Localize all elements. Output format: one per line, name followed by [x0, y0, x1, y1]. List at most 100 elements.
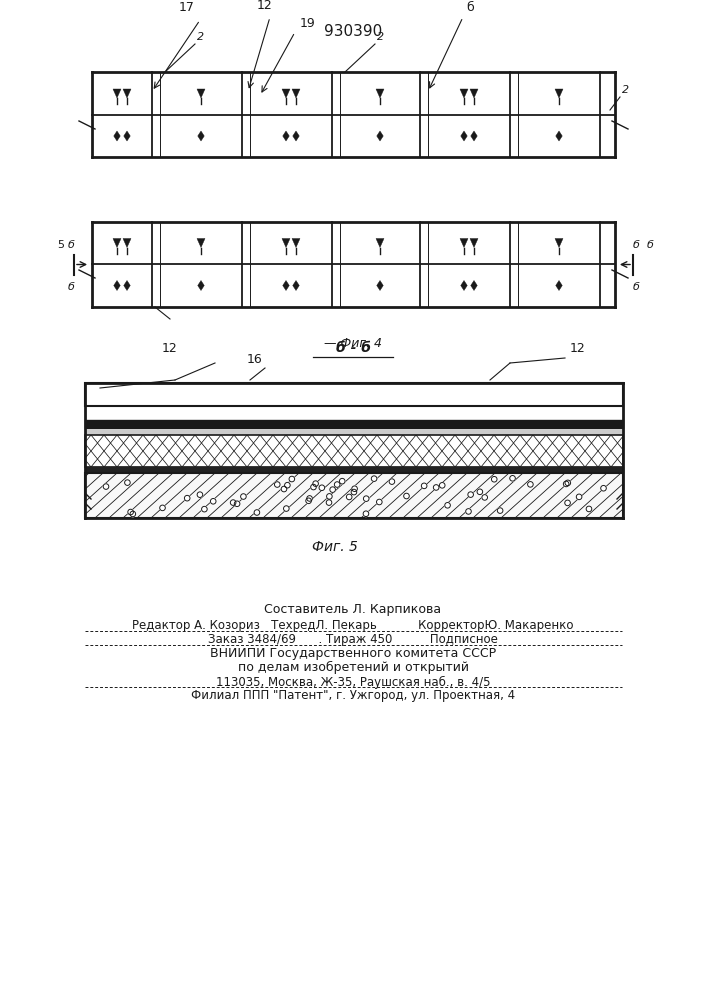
Circle shape	[130, 511, 136, 517]
Circle shape	[445, 503, 450, 508]
Circle shape	[284, 506, 289, 511]
Circle shape	[565, 480, 571, 486]
Polygon shape	[461, 280, 467, 290]
Polygon shape	[470, 238, 478, 247]
Text: 12: 12	[162, 342, 178, 355]
Polygon shape	[377, 131, 383, 141]
Polygon shape	[124, 280, 130, 290]
Polygon shape	[197, 89, 205, 98]
Circle shape	[601, 485, 607, 491]
Polygon shape	[293, 280, 299, 290]
Circle shape	[346, 494, 352, 500]
Circle shape	[377, 499, 382, 505]
Circle shape	[197, 492, 203, 497]
Circle shape	[254, 510, 259, 515]
Circle shape	[527, 482, 533, 487]
Circle shape	[124, 480, 130, 485]
Text: 113035, Москва, Ж-35, Раушская наб., в. 4/5: 113035, Москва, Ж-35, Раушская наб., в. …	[216, 675, 490, 689]
Circle shape	[351, 489, 357, 495]
Text: 5: 5	[57, 240, 64, 250]
Polygon shape	[471, 131, 477, 141]
Circle shape	[230, 500, 236, 505]
Circle shape	[339, 478, 345, 484]
Circle shape	[211, 498, 216, 504]
Text: б: б	[68, 240, 74, 250]
Text: по делам изобретений и открытий: по делам изобретений и открытий	[238, 660, 469, 674]
Polygon shape	[555, 238, 563, 247]
Text: б - б: б - б	[336, 341, 370, 355]
Circle shape	[510, 475, 515, 481]
Polygon shape	[460, 89, 468, 98]
Text: б: б	[633, 240, 639, 250]
Polygon shape	[283, 131, 289, 141]
Circle shape	[240, 494, 246, 499]
Circle shape	[160, 505, 165, 511]
Circle shape	[433, 485, 439, 490]
Polygon shape	[460, 238, 468, 247]
Circle shape	[466, 509, 472, 514]
Polygon shape	[113, 89, 121, 98]
Circle shape	[312, 481, 318, 486]
Circle shape	[327, 494, 332, 499]
Text: Филиал ППП "Патент", г. Ужгород, ул. Проектная, 4: Филиал ППП "Патент", г. Ужгород, ул. Про…	[191, 688, 515, 702]
Text: Редактор А. Козориз   ТехредЛ. Пекарь           КорректорЮ. Макаренко: Редактор А. Козориз ТехредЛ. Пекарь Корр…	[132, 619, 574, 633]
Text: б: б	[633, 282, 639, 292]
Polygon shape	[124, 131, 130, 141]
Bar	[85, 383, 623, 406]
Circle shape	[477, 489, 483, 495]
Text: 2: 2	[622, 85, 629, 95]
Circle shape	[497, 508, 503, 513]
Circle shape	[319, 485, 325, 491]
Polygon shape	[282, 89, 290, 98]
Circle shape	[404, 493, 409, 499]
Polygon shape	[113, 238, 121, 247]
Bar	[85, 435, 623, 467]
Polygon shape	[293, 131, 299, 141]
Circle shape	[371, 476, 377, 481]
Circle shape	[440, 483, 445, 488]
Text: — Фиг. 4: — Фиг. 4	[324, 337, 382, 350]
Circle shape	[565, 500, 571, 506]
Polygon shape	[197, 238, 205, 247]
Polygon shape	[123, 238, 131, 247]
Circle shape	[274, 482, 280, 487]
Circle shape	[586, 506, 592, 512]
Circle shape	[363, 496, 369, 501]
Circle shape	[185, 495, 190, 501]
Text: 19: 19	[300, 17, 316, 30]
Text: 2: 2	[377, 32, 384, 42]
Polygon shape	[198, 280, 204, 290]
Polygon shape	[555, 89, 563, 98]
Circle shape	[285, 482, 290, 488]
Circle shape	[363, 511, 369, 517]
Text: Составитель Л. Карпикова: Составитель Л. Карпикова	[264, 603, 442, 616]
Circle shape	[491, 476, 497, 482]
Circle shape	[307, 496, 312, 501]
Polygon shape	[198, 131, 204, 141]
Bar	[85, 473, 623, 518]
Text: б: б	[466, 1, 474, 14]
Circle shape	[103, 484, 109, 489]
Text: 12: 12	[570, 342, 586, 355]
Polygon shape	[470, 89, 478, 98]
Polygon shape	[283, 280, 289, 290]
Circle shape	[468, 492, 474, 497]
Polygon shape	[114, 280, 120, 290]
Text: 16: 16	[247, 353, 263, 366]
Circle shape	[389, 479, 395, 484]
Circle shape	[306, 498, 311, 504]
Circle shape	[128, 509, 134, 515]
Polygon shape	[282, 238, 290, 247]
Circle shape	[281, 486, 287, 492]
Text: 17: 17	[179, 1, 195, 14]
Polygon shape	[376, 89, 384, 98]
Text: 930390: 930390	[324, 24, 382, 39]
Text: Фиг. 5: Фиг. 5	[312, 540, 358, 554]
Polygon shape	[292, 238, 300, 247]
Circle shape	[576, 494, 582, 500]
Circle shape	[334, 482, 340, 487]
Polygon shape	[376, 238, 384, 247]
Circle shape	[330, 487, 335, 492]
Polygon shape	[556, 131, 562, 141]
Circle shape	[234, 501, 240, 507]
